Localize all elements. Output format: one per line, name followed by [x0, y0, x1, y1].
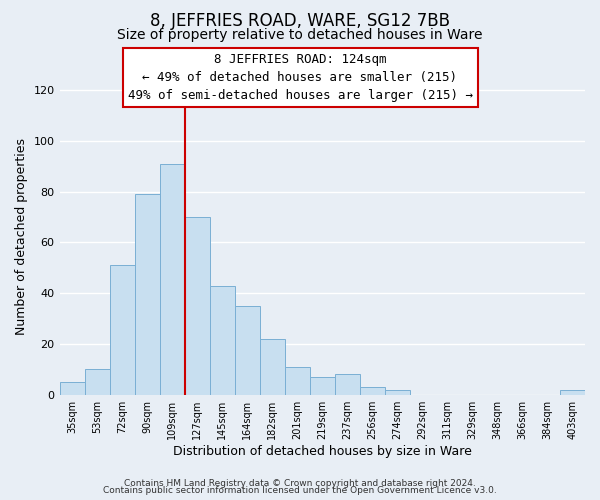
- Bar: [209, 286, 235, 395]
- Text: Contains public sector information licensed under the Open Government Licence v3: Contains public sector information licen…: [103, 486, 497, 495]
- Bar: [185, 217, 209, 394]
- Bar: [160, 164, 185, 394]
- Y-axis label: Number of detached properties: Number of detached properties: [15, 138, 28, 334]
- Bar: [310, 377, 335, 394]
- Text: Contains HM Land Registry data © Crown copyright and database right 2024.: Contains HM Land Registry data © Crown c…: [124, 478, 476, 488]
- Bar: [335, 374, 360, 394]
- Bar: [560, 390, 585, 394]
- Bar: [260, 339, 285, 394]
- Bar: [385, 390, 410, 394]
- X-axis label: Distribution of detached houses by size in Ware: Distribution of detached houses by size …: [173, 444, 472, 458]
- Bar: [110, 266, 134, 394]
- Text: 8 JEFFRIES ROAD: 124sqm
← 49% of detached houses are smaller (215)
49% of semi-d: 8 JEFFRIES ROAD: 124sqm ← 49% of detache…: [128, 52, 473, 102]
- Bar: [59, 382, 85, 394]
- Bar: [134, 194, 160, 394]
- Bar: [85, 370, 110, 394]
- Bar: [235, 306, 260, 394]
- Bar: [360, 387, 385, 394]
- Text: Size of property relative to detached houses in Ware: Size of property relative to detached ho…: [117, 28, 483, 42]
- Text: 8, JEFFRIES ROAD, WARE, SG12 7BB: 8, JEFFRIES ROAD, WARE, SG12 7BB: [150, 12, 450, 30]
- Bar: [285, 367, 310, 394]
